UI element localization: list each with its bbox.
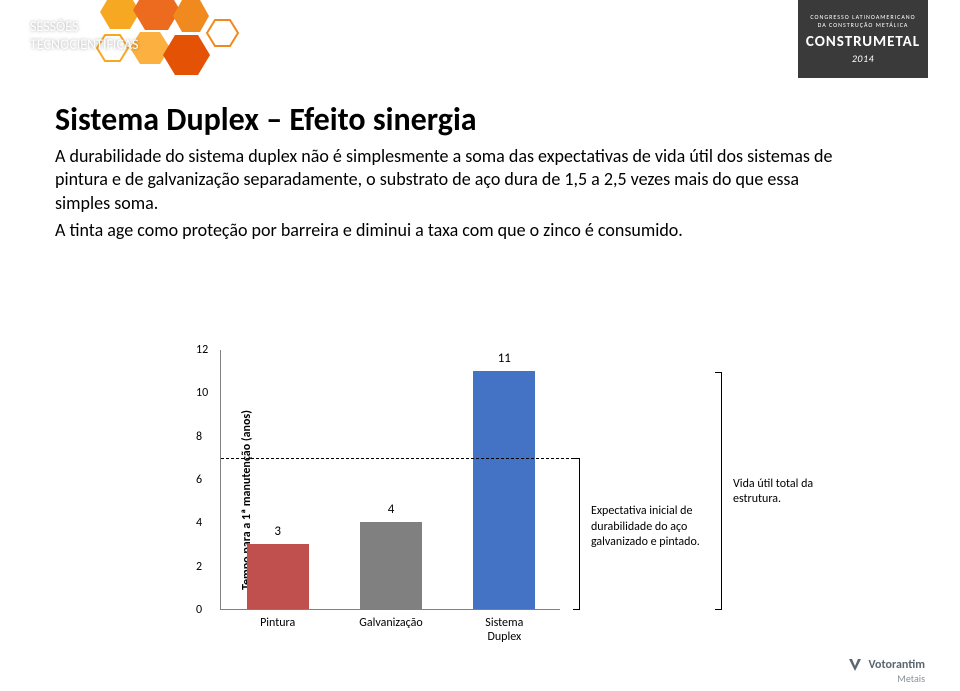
bar: 3 <box>247 544 309 609</box>
y-tick: 6 <box>196 473 202 487</box>
annotation: Vida útil total da estrutura. <box>733 477 863 508</box>
bar-value-label: 4 <box>360 502 422 517</box>
y-tick: 12 <box>196 343 208 357</box>
footer-sub: Metais <box>897 672 925 685</box>
y-tick: 10 <box>196 386 208 400</box>
x-tick-label: Sistema Duplex <box>476 616 532 644</box>
y-tick: 4 <box>196 516 202 530</box>
dashed-reference-line <box>221 458 579 459</box>
footer-brand: Votorantim <box>847 657 925 673</box>
session-label: SESSÕESTECNOCIENTÍFICAS <box>30 18 138 54</box>
x-tick-label: Pintura <box>260 616 295 630</box>
slide-body: A durabilidade do sistema duplex não é s… <box>55 145 835 243</box>
brand-icon <box>847 657 863 673</box>
y-tick: 2 <box>196 560 202 574</box>
y-tick: 0 <box>196 603 202 617</box>
bar-value-label: 11 <box>473 351 535 366</box>
event-logo: CONGRESSO LATINOAMERICANODA CONSTRUÇÃO M… <box>798 0 928 78</box>
bar-value-label: 3 <box>247 524 309 539</box>
slide-title: Sistema Duplex – Efeito sinergia <box>55 100 905 139</box>
bar: 4 <box>360 522 422 609</box>
x-tick-label: Galvanização <box>359 616 422 630</box>
bar-chart: Tempo para a 1ª manutenção (anos) 024681… <box>185 340 795 660</box>
bracket <box>721 372 722 610</box>
bar: 11 <box>473 371 535 609</box>
bracket <box>579 458 580 610</box>
y-tick: 8 <box>196 430 202 444</box>
annotation: Expectativa inicial de durabilidade do a… <box>591 504 721 551</box>
